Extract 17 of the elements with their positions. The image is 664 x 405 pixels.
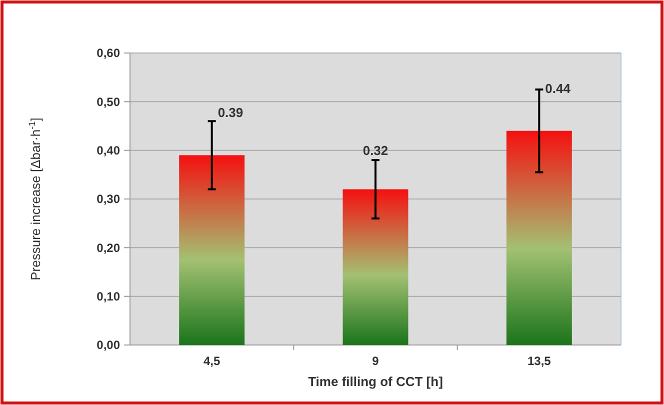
x-tick-label: 9 [372,354,380,368]
x-axis-title: Time filling of CCT [h] [308,374,443,389]
y-tick-label: 0,00 [96,338,120,352]
y-tick-label: 0,40 [96,144,120,158]
y-tick-label: 0,10 [96,290,120,304]
x-tick-label: 4,5 [203,354,220,368]
x-tick-label: 13,5 [527,354,552,368]
data-label: 0.32 [362,143,388,158]
data-label: 0.44 [545,80,572,96]
y-tick-label: 0,20 [96,240,120,255]
bar [179,155,245,345]
data-label: 0.39 [218,105,244,120]
y-tick-label: 0,30 [96,192,120,206]
y-tick-label: 0,50 [96,94,120,109]
bar [506,130,572,345]
y-tick-label: 0,60 [96,46,120,60]
bar [342,189,408,345]
